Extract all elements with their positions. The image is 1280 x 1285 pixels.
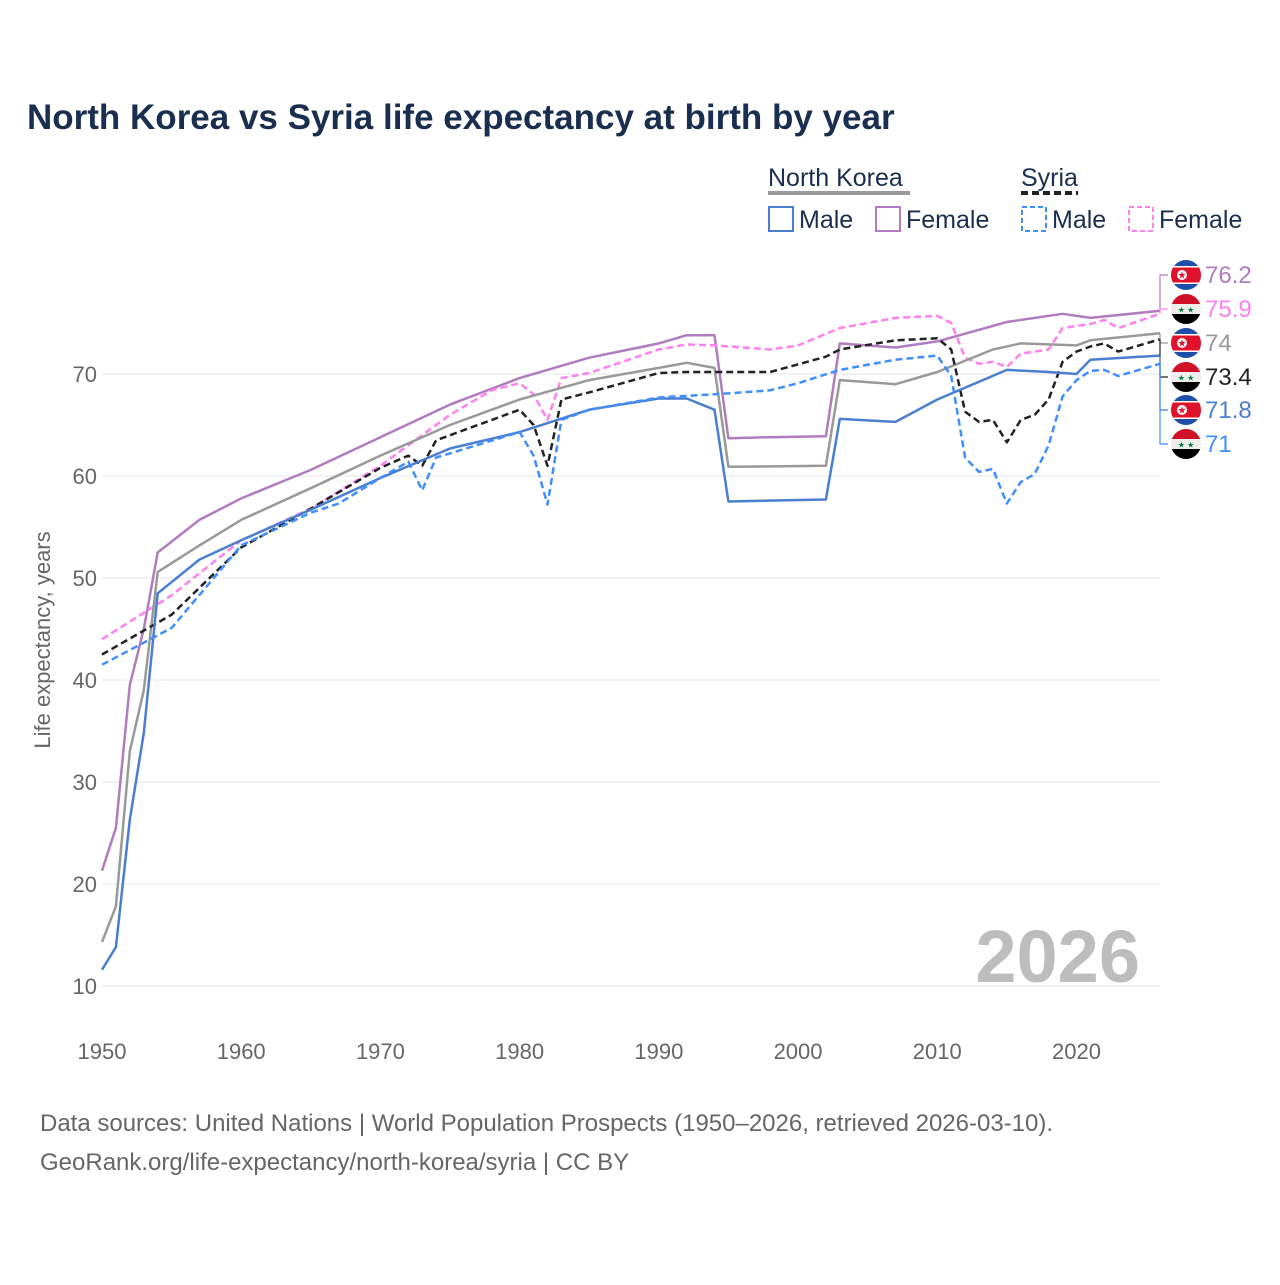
- legend-swatch-syria-female[interactable]: [1128, 206, 1154, 232]
- series-line-north-korea-male[interactable]: [100, 354, 1161, 971]
- series-line-north-korea[interactable]: [100, 331, 1161, 943]
- legend-group-north-korea: North Korea: [768, 164, 903, 192]
- legend-label-nk-female[interactable]: Female: [906, 206, 989, 234]
- x-tick-label: 1950: [78, 1039, 127, 1064]
- x-tick-label: 1980: [495, 1039, 544, 1064]
- north-korea-flag-icon: ★: [1171, 328, 1201, 358]
- end-label-connector: [1159, 363, 1168, 445]
- series-line-syria[interactable]: [101, 337, 1161, 656]
- end-value-label: 71.8: [1205, 397, 1252, 424]
- legend-label-syria-male[interactable]: Male: [1052, 206, 1106, 234]
- end-value-label: 73.4: [1205, 364, 1252, 391]
- legend-swatch-syria-male[interactable]: [1021, 206, 1047, 232]
- y-tick-label: 60: [73, 464, 97, 489]
- source-line-2[interactable]: GeoRank.org/life-expectancy/north-korea/…: [40, 1149, 629, 1176]
- source-line-1: Data sources: United Nations | World Pop…: [40, 1110, 1053, 1137]
- x-tick-label: 2000: [774, 1039, 823, 1064]
- series-lines: [100, 309, 1161, 971]
- y-tick-label: 40: [73, 668, 97, 693]
- x-tick-label: 2010: [913, 1039, 962, 1064]
- svg-text:★ ★: ★ ★: [1178, 374, 1195, 383]
- end-labels: ★ 76.2 ★ ★ 75.9 ★ 74 ★ ★ 73.4 ★ 71.8 ★ ★ 71: [1159, 260, 1252, 459]
- end-label-connector: [1159, 339, 1168, 378]
- chart-title: North Korea vs Syria life expectancy at …: [27, 98, 895, 137]
- y-tick-label: 50: [73, 566, 97, 591]
- end-label-connector: [1159, 355, 1168, 411]
- y-axis-ticks: 10 20 30 40 50 60 70: [73, 362, 97, 999]
- svg-text:★: ★: [1178, 271, 1187, 282]
- legend-label-syria-female[interactable]: Female: [1159, 206, 1242, 234]
- x-tick-label: 1970: [356, 1039, 405, 1064]
- svg-text:★ ★: ★ ★: [1178, 306, 1195, 315]
- end-value-label: 74: [1205, 330, 1232, 357]
- end-label-connector: [1159, 274, 1168, 311]
- end-label-connector: [1159, 308, 1168, 314]
- series-line-north-korea-female[interactable]: [100, 309, 1161, 872]
- svg-text:★ ★: ★ ★: [1178, 441, 1195, 450]
- x-tick-label: 1990: [634, 1039, 683, 1064]
- north-korea-flag-icon: ★: [1171, 395, 1201, 425]
- end-label-connector: [1159, 333, 1168, 344]
- syria-flag-icon: ★ ★: [1171, 362, 1201, 392]
- svg-text:★: ★: [1178, 406, 1187, 417]
- x-tick-label: 2020: [1052, 1039, 1101, 1064]
- year-watermark: 2026: [975, 915, 1140, 998]
- series-line-syria-female[interactable]: [101, 312, 1161, 641]
- legend-label-nk-male[interactable]: Male: [799, 206, 853, 234]
- y-tick-label: 30: [73, 770, 97, 795]
- y-tick-label: 70: [73, 362, 97, 387]
- legend-group-syria: Syria: [1021, 164, 1078, 192]
- series-line-syria-male[interactable]: [101, 354, 1161, 666]
- legend-swatch-nk-male[interactable]: [768, 206, 794, 232]
- end-value-label: 75.9: [1205, 296, 1252, 323]
- north-korea-flag-icon: ★: [1171, 260, 1201, 290]
- y-tick-label: 10: [73, 974, 97, 999]
- syria-flag-icon: ★ ★: [1171, 294, 1201, 324]
- legend-swatch-nk-female[interactable]: [875, 206, 901, 232]
- y-tick-label: 20: [73, 872, 97, 897]
- syria-flag-icon: ★ ★: [1171, 429, 1201, 459]
- svg-text:★: ★: [1178, 339, 1187, 350]
- grid: [102, 373, 1160, 987]
- end-value-label: 71: [1205, 431, 1232, 458]
- end-value-label: 76.2: [1205, 262, 1252, 289]
- legend: North Korea Syria Male Female Male Femal…: [768, 164, 1242, 234]
- y-axis-label: Life expectancy, years: [30, 531, 55, 748]
- x-tick-label: 1960: [217, 1039, 266, 1064]
- x-axis-ticks: 1950 1960 1970 1980 1990 2000 2010 2020: [78, 1039, 1101, 1064]
